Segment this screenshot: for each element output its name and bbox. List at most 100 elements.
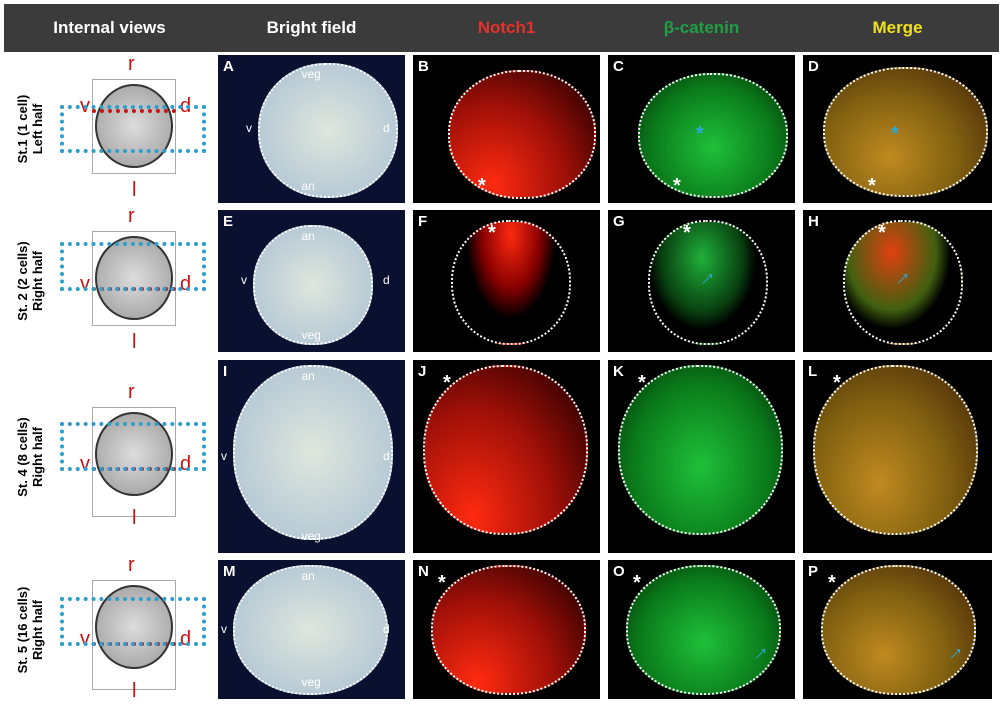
panel-letter: P: [808, 563, 819, 580]
asterisk-marker: *: [638, 372, 646, 394]
embryo-shape: [95, 411, 173, 496]
panel-letter: I: [223, 363, 228, 380]
asterisk-marker: *: [478, 175, 486, 197]
orientation-label-left: v: [221, 448, 227, 463]
row-label: St. 4 (8 cells) Right half: [15, 382, 45, 532]
embryo-outline: [626, 565, 781, 695]
stage-label: St. 2 (2 cells): [15, 241, 30, 321]
column-header: Notch1: [477, 18, 536, 37]
half-label: Right half: [30, 426, 45, 487]
asterisk-marker: *: [683, 222, 691, 244]
orientation-label-top: an: [301, 569, 315, 583]
column-header: Internal views: [53, 18, 166, 37]
embryo-outline: [233, 365, 393, 540]
axis-r-label: r: [128, 380, 135, 403]
column-header: Bright field: [266, 18, 357, 37]
axis-l-label: l: [132, 331, 137, 353]
embryo-outline: [448, 70, 596, 199]
embryo-outline: [648, 220, 768, 345]
blue-asterisk-marker: *: [696, 123, 704, 145]
stage-label: St.1 (1 cell): [15, 94, 30, 164]
embryo-outline: [813, 365, 978, 535]
asterisk-marker: *: [438, 572, 446, 594]
header-bar: [4, 4, 999, 52]
selected-half-box: [60, 242, 206, 291]
axis-r-label: r: [128, 553, 135, 576]
panel-letter: L: [808, 363, 818, 380]
orientation-label-left: v: [241, 273, 247, 287]
asterisk-marker: *: [488, 222, 496, 244]
embryo-outline: [821, 565, 976, 695]
embryo-drawing: [92, 231, 176, 326]
embryo-shape: [95, 236, 173, 320]
column-header: Merge: [872, 18, 923, 37]
asterisk-marker: *: [443, 372, 451, 394]
panel-letter: D: [808, 58, 819, 75]
stage-label: St. 4 (8 cells): [15, 416, 30, 497]
selected-half-box: [60, 105, 206, 153]
axis-d-label: d: [180, 627, 192, 650]
orientation-label-bottom: veg: [301, 529, 321, 543]
embryo-outline: [423, 365, 588, 535]
panel-letter: N: [418, 563, 429, 580]
panel-letter: G: [613, 213, 625, 230]
embryo-outline: [823, 67, 988, 197]
micrograph-panel: L *: [803, 360, 992, 553]
embryo-outline: [843, 220, 963, 345]
micrograph-panel: J *: [413, 360, 600, 553]
orientation-label-bottom: veg: [301, 675, 321, 689]
micrograph-panel: B *: [413, 55, 600, 203]
panel-letter: A: [223, 58, 234, 75]
orientation-label-right: d: [383, 448, 390, 463]
axis-d-label: d: [180, 273, 192, 295]
half-label: Left half: [30, 103, 45, 155]
orientation-label-left: v: [246, 121, 252, 135]
embryo-outline: [253, 225, 373, 345]
embryo-drawing: [92, 79, 176, 174]
orientation-label-bottom: an: [301, 179, 315, 193]
asterisk-marker: *: [633, 572, 641, 594]
axis-d-label: d: [180, 452, 192, 475]
orientation-label-left: v: [221, 621, 227, 636]
embryo-outline: [233, 565, 388, 695]
axis-l-label: l: [132, 179, 137, 201]
embryo-outline: [258, 63, 398, 198]
micrograph-panel: D * *: [803, 55, 992, 203]
orientation-label-bottom: veg: [301, 328, 321, 342]
micrograph-panel: P * ↑: [803, 560, 992, 699]
selected-half-box: [60, 421, 206, 471]
row-label: St. 2 (2 cells) Right half: [15, 206, 45, 356]
panel-letter: K: [613, 363, 624, 380]
column-header: β-catenin: [663, 18, 740, 37]
micrograph-panel: F *: [413, 210, 600, 352]
orientation-label-top: an: [301, 229, 315, 243]
embryo-outline: [431, 565, 586, 695]
asterisk-marker: *: [833, 372, 841, 394]
asterisk-marker: *: [868, 175, 876, 197]
axis-l-label: l: [132, 679, 137, 702]
embryo-outline: [618, 365, 783, 535]
micrograph-panel: C * *: [608, 55, 795, 203]
asterisk-marker: *: [878, 222, 886, 244]
embryo-shape: [95, 84, 173, 168]
axis-v-label: v: [80, 627, 90, 650]
panel-letter: O: [613, 563, 625, 580]
panel-letter: B: [418, 58, 429, 75]
half-label: Right half: [30, 599, 45, 660]
asterisk-marker: *: [828, 572, 836, 594]
panel-letter: M: [223, 563, 236, 580]
orientation-label-right: d: [383, 273, 390, 287]
asterisk-marker: *: [673, 175, 681, 197]
orientation-label-top: veg: [301, 67, 321, 81]
micrograph-panel: G * ↑: [608, 210, 795, 352]
orientation-label-top: an: [301, 369, 315, 383]
axis-r-label: r: [128, 53, 135, 75]
axis-l-label: l: [132, 506, 137, 529]
axis-r-label: r: [128, 205, 135, 227]
axis-v-label: v: [80, 273, 90, 295]
micrograph-panel: K *: [608, 360, 795, 553]
orientation-label-right: d: [383, 621, 390, 636]
